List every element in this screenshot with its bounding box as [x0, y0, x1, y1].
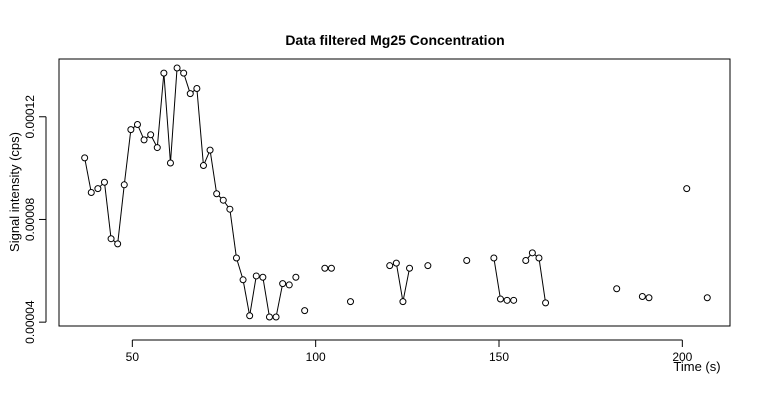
data-point [94, 185, 102, 193]
series-line-segment [396, 265, 403, 299]
data-point [114, 240, 122, 248]
series-line-segment [117, 187, 125, 241]
series-line-segment [527, 254, 531, 259]
data-point [140, 136, 148, 144]
series-line-segment [276, 286, 283, 315]
series-line-segment [243, 282, 250, 313]
series-line-segment [538, 260, 546, 300]
data-point [683, 185, 691, 193]
series-line-segment [138, 127, 144, 138]
data-point [327, 264, 335, 272]
y-axis-label: Signal intensity (cps) [7, 132, 22, 252]
data-point [213, 190, 221, 198]
data-point [120, 181, 128, 189]
series-line-segment [196, 91, 204, 163]
series-points [81, 64, 711, 321]
data-point [232, 254, 240, 262]
series-line-segment [184, 75, 190, 91]
data-point [638, 292, 646, 300]
series-line-segment [493, 260, 501, 297]
x-axis: 50 100 150 200 [126, 339, 693, 364]
data-point [703, 294, 711, 302]
data-point [133, 120, 141, 128]
y-tick-label: 0.00012 [23, 95, 37, 139]
x-axis-label: Time (s) [673, 359, 720, 374]
plot-frame [58, 58, 731, 327]
data-point [392, 259, 400, 267]
data-point [613, 285, 621, 293]
data-point [496, 295, 504, 303]
data-point [347, 298, 354, 306]
y-tick-label: 0.00008 [23, 197, 37, 241]
data-point [87, 189, 95, 196]
data-point [463, 257, 471, 265]
series-line-segment [204, 152, 210, 163]
series-line-segment [229, 212, 237, 256]
data-point [160, 69, 168, 77]
x-tick-label: 200 [672, 350, 692, 364]
series-line-segment [218, 195, 222, 199]
series-line-segment [224, 202, 229, 208]
data-point [239, 276, 247, 284]
data-point [279, 280, 287, 288]
data-point [265, 313, 273, 321]
data-point [321, 264, 329, 272]
data-point [173, 64, 181, 72]
data-point [490, 254, 498, 262]
data-point [503, 296, 511, 304]
data-point [510, 296, 518, 304]
x-tick-label: 100 [306, 350, 326, 364]
data-point [424, 262, 432, 270]
series-line-segment [262, 280, 270, 315]
data-point [127, 126, 135, 134]
series-line-segment [210, 153, 217, 191]
data-point [406, 264, 414, 272]
data-point [180, 69, 188, 77]
series-line-segment [170, 70, 178, 161]
series-line-segment [151, 137, 157, 146]
series-line-segment [124, 132, 132, 182]
chart-title: Data filtered Mg25 Concentration [285, 32, 504, 48]
series-line-segment [236, 260, 243, 278]
series-line-segment [99, 183, 103, 187]
data-point [535, 254, 543, 262]
data-point [301, 307, 309, 315]
data-point [193, 85, 201, 93]
data-point [153, 144, 161, 152]
data-point [226, 205, 234, 213]
data-point [528, 249, 536, 257]
data-point [285, 281, 293, 289]
data-point [542, 299, 550, 307]
data-point [399, 298, 407, 306]
series-line-segment [163, 76, 171, 161]
data-point [259, 273, 267, 281]
data-point [206, 146, 214, 154]
series-lines [84, 69, 647, 318]
x-tick-label: 50 [126, 350, 140, 364]
data-point [292, 273, 300, 281]
series-line-segment [157, 76, 165, 145]
data-point [386, 262, 394, 270]
y-axis: 0.00004 0.00008 0.00012 [23, 95, 47, 344]
data-point [107, 235, 115, 243]
series-line-segment [104, 185, 112, 236]
y-tick-label: 0.00004 [23, 300, 37, 344]
series-line-segment [403, 271, 410, 299]
data-point [219, 196, 227, 204]
data-point [522, 257, 530, 265]
data-point [186, 90, 194, 98]
x-tick-label: 150 [489, 350, 509, 364]
data-point [272, 313, 280, 321]
data-point [246, 312, 254, 320]
data-point [645, 294, 653, 302]
series-line-segment [249, 278, 257, 313]
series-line-segment [84, 160, 92, 190]
data-point [199, 162, 207, 170]
data-point [147, 131, 155, 139]
data-point [166, 159, 174, 167]
data-point [100, 178, 108, 186]
data-point [81, 154, 89, 162]
data-point [252, 272, 260, 280]
